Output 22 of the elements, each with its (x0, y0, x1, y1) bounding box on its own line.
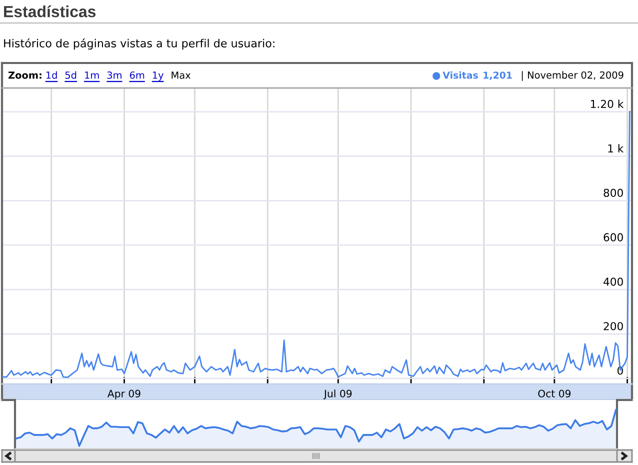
y-tick-label: 400 (604, 278, 623, 286)
text: 1,201 (484, 72, 512, 80)
text: 1m (85, 72, 99, 79)
chart-subtitle: Histórico de páginas vistas a tu perfil de usuario: (4, 38, 274, 50)
text: 1y (152, 72, 164, 81)
text: 6m (130, 71, 144, 79)
text: 3m (107, 71, 122, 79)
chart-title: Estadísticas (4, 5, 96, 18)
text: Max (172, 72, 191, 79)
y-tick-label: 1.20 k (591, 100, 624, 108)
y-tick-label: 1 k (608, 144, 624, 152)
x-tick-label: Apr 09 (107, 390, 140, 400)
text: 5d (65, 71, 76, 79)
legend-label: Visitas (442, 71, 478, 79)
y-tick-label: 800 (604, 188, 623, 197)
text: | November 02, 2009 (522, 71, 624, 81)
text: 1d (46, 71, 57, 79)
text: Zoom: (8, 72, 42, 79)
x-tick-label: Oct 09 (538, 390, 571, 398)
x-tick-label: Jul 09 (323, 390, 352, 400)
y-tick-label: 200 (604, 322, 623, 330)
y-tick-label: 600 (604, 233, 623, 242)
